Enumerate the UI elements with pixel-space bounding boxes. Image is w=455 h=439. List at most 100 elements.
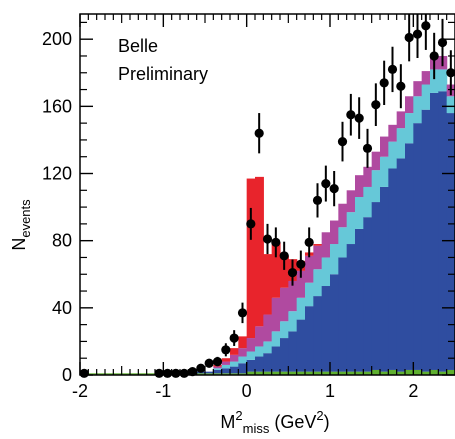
bar-blue <box>355 228 364 372</box>
stacked-histogram <box>80 55 455 375</box>
data-point <box>321 178 331 189</box>
annotation-line-2: Preliminary <box>118 64 208 84</box>
bar-green <box>88 373 98 375</box>
bar-green <box>430 369 439 375</box>
data-point <box>437 37 448 48</box>
x-tick-label: -1 <box>155 381 171 401</box>
bar-blue <box>421 109 431 372</box>
bar-magenta <box>213 366 223 369</box>
bar-cyan <box>213 368 223 370</box>
y-tick-label: 200 <box>42 29 72 49</box>
bar-green <box>396 371 406 375</box>
bar-blue <box>388 168 398 370</box>
bar-green <box>413 369 423 375</box>
bar-blue <box>363 217 373 372</box>
data-point <box>412 29 423 39</box>
data-point <box>296 259 306 269</box>
bar-cyan <box>230 361 239 367</box>
bar-green <box>421 371 431 375</box>
bar-blue <box>280 338 289 372</box>
bar-green <box>96 373 106 375</box>
bar-magenta <box>355 175 364 198</box>
bar-magenta <box>330 220 339 245</box>
data-point <box>279 251 289 261</box>
bar-blue <box>271 346 281 372</box>
bar-blue <box>230 366 239 374</box>
data-point <box>287 267 298 278</box>
x-tick-label: 2 <box>408 381 418 401</box>
bar-cyan <box>413 96 423 124</box>
bar-cyan <box>263 341 273 354</box>
x-tick-label: -2 <box>72 381 88 401</box>
bar-blue <box>213 369 223 374</box>
bar-green <box>196 373 206 375</box>
bar-green <box>380 371 389 375</box>
bar-magenta <box>221 361 231 365</box>
bar-blue <box>330 274 339 372</box>
y-tick-label: 40 <box>52 298 72 318</box>
bar-green <box>246 371 256 375</box>
bar-green <box>238 373 248 375</box>
x-axis-title-sup: 2 <box>235 408 242 423</box>
bar-magenta <box>296 270 306 298</box>
y-tick-label: 80 <box>52 231 72 251</box>
bar-blue <box>380 186 389 372</box>
bar-magenta <box>246 338 256 352</box>
bar-magenta <box>413 81 423 97</box>
bar-magenta <box>230 354 239 362</box>
bar-magenta <box>380 136 389 157</box>
data-point <box>162 368 173 378</box>
data-point <box>421 21 431 31</box>
bar-cyan <box>288 311 298 332</box>
bar-cyan <box>330 244 339 275</box>
x-axis-title-unit-sup: 2 <box>316 408 323 423</box>
bar-green <box>271 371 281 375</box>
data-point <box>346 110 356 120</box>
bar-magenta <box>421 71 431 85</box>
bar-magenta <box>346 190 356 213</box>
bar-green <box>205 373 214 375</box>
bar-red <box>230 348 239 355</box>
data-point <box>329 184 339 194</box>
tick-labels: 0 40 80 120 160 200 -2 -1 0 1 2 <box>42 29 418 401</box>
bar-green <box>230 373 239 375</box>
bar-blue <box>438 91 448 372</box>
bar-magenta <box>238 348 248 357</box>
bar-cyan <box>238 356 248 364</box>
bar-blue <box>446 113 455 370</box>
bar-cyan <box>446 96 455 114</box>
bar-blue <box>255 356 264 372</box>
bar-magenta <box>313 245 323 270</box>
data-point <box>304 237 314 247</box>
x-axis-title-sub: miss <box>243 421 270 436</box>
bar-green <box>446 369 455 375</box>
bar-magenta <box>321 232 331 258</box>
bar-cyan <box>313 269 323 297</box>
bar-blue <box>221 368 231 374</box>
bar-magenta <box>388 124 398 142</box>
bar-red <box>271 242 281 298</box>
y-tick-label: 0 <box>62 365 72 385</box>
annotation-line-1: Belle <box>118 36 158 56</box>
bar-magenta <box>305 255 314 283</box>
data-point <box>196 363 206 373</box>
y-axis-title-main: N <box>9 238 29 251</box>
bar-green <box>321 371 331 375</box>
bar-cyan <box>221 364 231 369</box>
x-axis-title-unit-close: ) <box>324 412 330 432</box>
bar-blue <box>321 286 331 372</box>
data-point <box>312 195 323 205</box>
bar-magenta <box>271 297 281 332</box>
bar-blue <box>346 244 356 372</box>
y-tick-label: 120 <box>42 164 72 184</box>
y-axis-title-sub: events <box>18 199 33 238</box>
data-point <box>379 78 389 88</box>
bar-cyan <box>305 282 314 307</box>
data-point <box>204 358 214 368</box>
bar-green <box>105 373 114 375</box>
bar-green <box>288 371 298 375</box>
bar-green <box>338 371 348 375</box>
bar-cyan <box>388 141 398 169</box>
bar-blue <box>405 143 414 370</box>
